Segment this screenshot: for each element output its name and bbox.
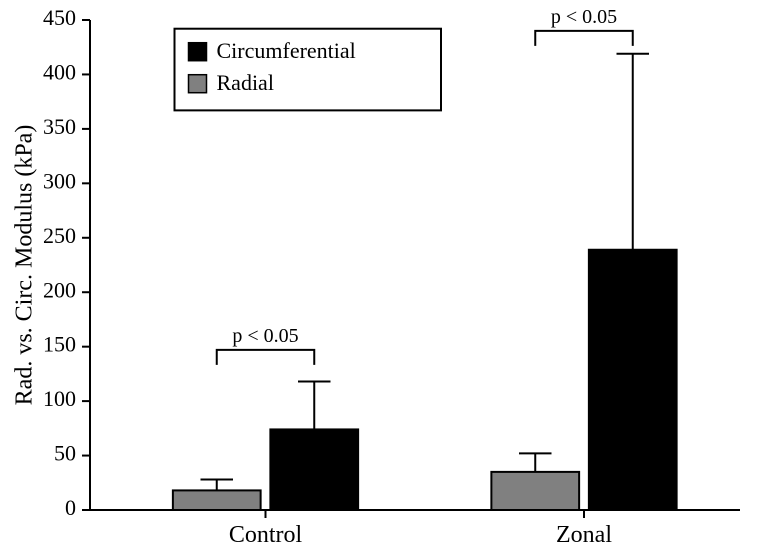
x-category-label: Control (229, 522, 303, 548)
y-tick-label: 250 (43, 223, 76, 248)
significance-bracket (535, 31, 633, 46)
chart-svg: 0 50 100 150 200 250 300 350 400 450 Rad. vs. Circ… (0, 0, 765, 560)
bar-zonal-radial (491, 472, 579, 510)
y-tick-label: 350 (43, 114, 76, 139)
y-tick-label: 150 (43, 332, 76, 357)
significance-bracket (217, 350, 315, 365)
legend-swatch-radial (189, 75, 207, 93)
y-axis-label: Rad. vs. Circ. Modulus (kPa) (12, 125, 38, 406)
legend-label-radial: Radial (217, 70, 274, 95)
y-tick-label: 100 (43, 386, 76, 411)
significance-label: p < 0.05 (232, 325, 298, 347)
y-tick-label: 450 (43, 5, 76, 30)
y-tick-label: 200 (43, 277, 76, 302)
bar-zonal-circumferential (589, 250, 677, 510)
significance-label: p < 0.05 (551, 6, 617, 28)
y-tick-label: 50 (54, 441, 76, 466)
y-tick-label: 0 (65, 495, 76, 520)
y-tick-label: 400 (43, 59, 76, 84)
legend-swatch-circumferential (189, 43, 207, 61)
bar-control-circumferential (270, 429, 358, 510)
y-tick-label: 300 (43, 168, 76, 193)
bar-control-radial (173, 490, 261, 510)
x-category-label: Zonal (556, 522, 612, 548)
modulus-bar-chart: 0 50 100 150 200 250 300 350 400 450 Rad. vs. Circ… (0, 0, 765, 560)
legend-label-circumferential: Circumferential (217, 38, 356, 63)
